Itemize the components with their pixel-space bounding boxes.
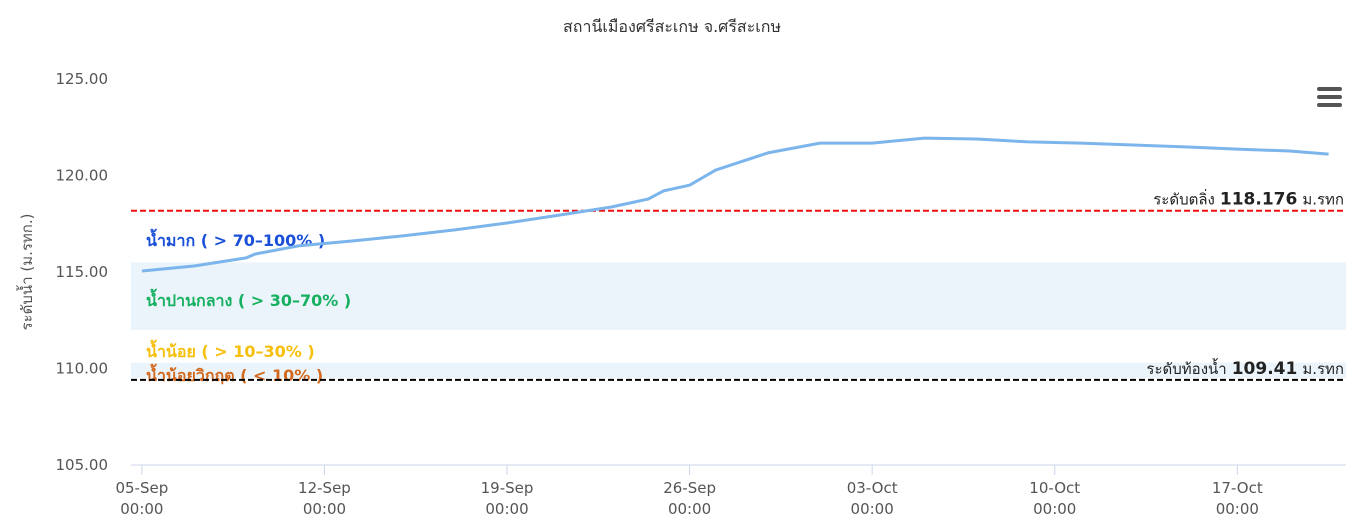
y-tick-label: 120.00 [56, 167, 109, 185]
x-tick-label: 10-Oct 00:00 [1029, 479, 1081, 518]
plot-line-value: 118.176 [1220, 190, 1297, 210]
x-tick-label: 26-Sep 00:00 [663, 479, 716, 518]
plot-line-unit: ม.รทก [1302, 360, 1344, 378]
x-tick-label: 05-Sep 00:00 [115, 479, 169, 518]
plot-line-label: ระดับท้องน้ำ 109.41 ม.รทก [1146, 358, 1344, 379]
y-axis-label: ระดับน้ำ (ม.รทก.) [16, 214, 36, 331]
zone-label: น้ำน้อยวิกฤต ( < 10% ) [146, 363, 323, 385]
x-tick-label: 17-Oct 00:00 [1211, 479, 1263, 518]
y-tick-label: 110.00 [56, 360, 109, 378]
plot-line-prefix: ระดับท้องน้ำ [1146, 358, 1226, 378]
x-tick-label: 12-Sep 00:00 [298, 479, 351, 518]
x-tick-label: 03-Oct 00:00 [846, 479, 898, 518]
data-line [141, 136, 1329, 273]
plot-line-unit: ม.รทก [1302, 191, 1344, 209]
x-tick-label: 19-Sep 00:00 [480, 479, 534, 518]
zone-label: น้ำปานกลาง ( > 30–70% ) [146, 288, 351, 310]
y-tick-label: 105.00 [56, 456, 109, 474]
zone-label: น้ำมาก ( > 70–100% ) [146, 228, 325, 250]
y-tick-label: 115.00 [56, 263, 109, 281]
y-tick-label: 125.00 [56, 70, 109, 88]
plot-band [131, 262, 1346, 330]
plot-line-prefix: ระดับตลิ่ง [1153, 189, 1215, 209]
zone-label: น้ำน้อย ( > 10–30% ) [146, 339, 315, 361]
plot-band [131, 362, 1346, 379]
chart-title: สถานีเมืองศรีสะเกษ จ.ศรีสะเกษ [563, 17, 781, 36]
menu-button[interactable] [1317, 87, 1342, 107]
plot-line-label: ระดับตลิ่ง 118.176 ม.รทก [1153, 189, 1344, 210]
plot-line-value: 109.41 [1232, 359, 1298, 379]
